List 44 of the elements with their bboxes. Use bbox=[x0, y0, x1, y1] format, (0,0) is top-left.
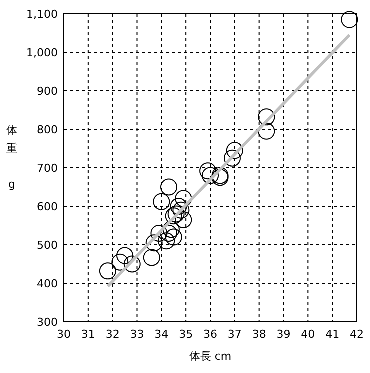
x-tick-label: 36 bbox=[204, 328, 218, 341]
y-tick-label: 800 bbox=[37, 124, 58, 136]
point bbox=[143, 249, 160, 266]
y-tick-label: 700 bbox=[37, 162, 58, 175]
point bbox=[116, 247, 134, 264]
point bbox=[170, 198, 188, 215]
x-tick-label: 34 bbox=[154, 328, 169, 341]
point bbox=[158, 232, 176, 250]
y-tick-label: 1,000 bbox=[26, 46, 58, 60]
point bbox=[226, 142, 244, 160]
x-tick-label: 39 bbox=[276, 328, 291, 341]
x-tick-label: 42 bbox=[350, 328, 364, 341]
y-tick-label: 900 bbox=[37, 85, 58, 98]
point bbox=[202, 167, 219, 184]
point bbox=[258, 108, 276, 126]
y-tick-label: 600 bbox=[37, 200, 58, 214]
point bbox=[341, 11, 358, 28]
point bbox=[146, 234, 163, 252]
point bbox=[175, 211, 192, 228]
x-tick-label: 41 bbox=[326, 328, 340, 341]
x-tick-label: 32 bbox=[106, 328, 120, 341]
point bbox=[153, 193, 170, 210]
x-axis-title: 体長 cm bbox=[189, 350, 232, 363]
point bbox=[150, 224, 168, 242]
x-tick-label: 33 bbox=[130, 328, 144, 341]
point bbox=[165, 228, 182, 246]
y-tick-label: 1,100 bbox=[26, 8, 58, 21]
point bbox=[162, 221, 180, 238]
y-tick-label: 400 bbox=[37, 278, 58, 290]
point bbox=[224, 150, 241, 167]
x-tick-label: 35 bbox=[179, 328, 194, 341]
x-tick-label: 31 bbox=[81, 328, 96, 341]
y-tick-label: 500 bbox=[37, 239, 58, 252]
x-tick-label: 30 bbox=[57, 328, 71, 341]
point bbox=[160, 178, 178, 196]
point bbox=[175, 190, 192, 208]
text: 体重 g bbox=[6, 124, 18, 191]
x-tick-label: 38 bbox=[252, 328, 266, 341]
point bbox=[99, 262, 116, 280]
y-tick-label: 300 bbox=[37, 316, 58, 329]
point bbox=[172, 202, 190, 219]
x-tick-label: 40 bbox=[301, 328, 316, 341]
point bbox=[124, 256, 141, 273]
x-tick-label: 37 bbox=[228, 328, 242, 341]
